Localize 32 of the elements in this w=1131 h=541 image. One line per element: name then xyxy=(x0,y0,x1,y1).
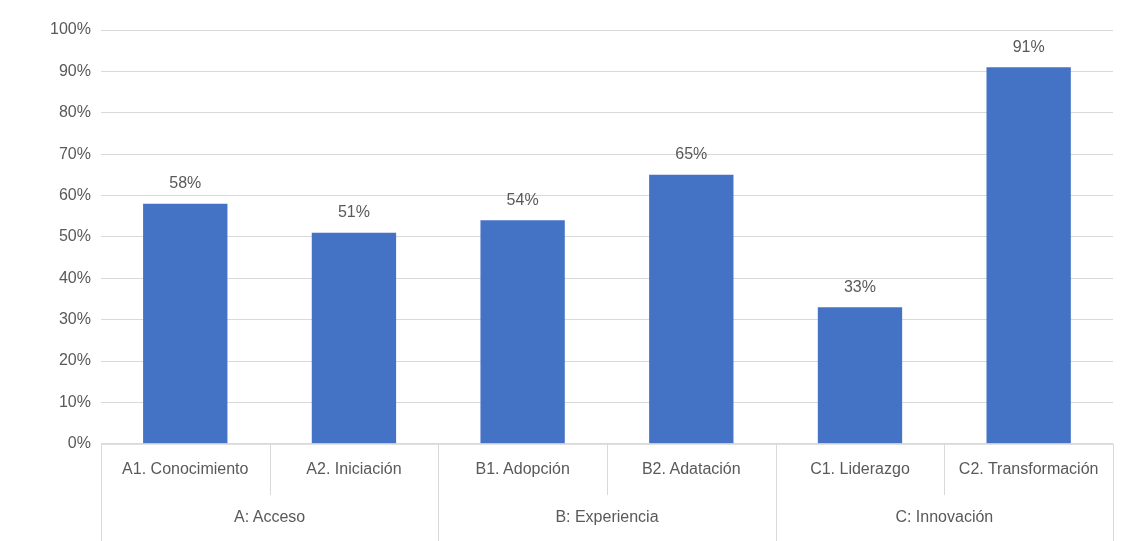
bar xyxy=(143,203,228,444)
y-tick-label: 70% xyxy=(58,144,91,162)
x-tick-label: C1. Liderazgo xyxy=(810,459,910,477)
x-tick-label: B1. Adopción xyxy=(475,459,570,477)
data-label: 65% xyxy=(675,145,708,163)
data-label: 51% xyxy=(337,203,370,221)
text: B: Experiencia xyxy=(555,508,659,526)
x-tick-label: B2. Adatación xyxy=(641,459,741,477)
bar xyxy=(480,220,565,444)
x-tick-label: C2. Transformación xyxy=(958,459,1099,477)
y-tick-label: 50% xyxy=(58,227,91,245)
y-tick-label: 60% xyxy=(58,185,91,203)
data-label: 58% xyxy=(169,174,202,192)
y-tick-label: 0% xyxy=(67,434,91,452)
data-label: 91% xyxy=(1012,37,1045,55)
y-tick-label: 30% xyxy=(58,310,91,328)
data-label: 33% xyxy=(843,277,876,295)
bar xyxy=(817,307,903,444)
y-tick-label: 40% xyxy=(58,268,91,286)
y-tick-label: 100% xyxy=(50,20,91,38)
data-label: 54% xyxy=(506,190,539,208)
x-tick-label: A2. Iniciación xyxy=(306,459,402,477)
y-tick-label: 90% xyxy=(58,61,91,79)
bar xyxy=(311,232,397,444)
y-tick-label: 80% xyxy=(58,103,91,121)
text: A: Acceso xyxy=(234,508,306,526)
x-tick-label: A1. Conocimiento xyxy=(122,459,249,477)
bar xyxy=(986,67,1071,444)
y-tick-label: 20% xyxy=(58,351,91,369)
bar xyxy=(649,174,734,444)
y-tick-label: 10% xyxy=(58,392,91,410)
text: C: Innovación xyxy=(895,508,994,526)
